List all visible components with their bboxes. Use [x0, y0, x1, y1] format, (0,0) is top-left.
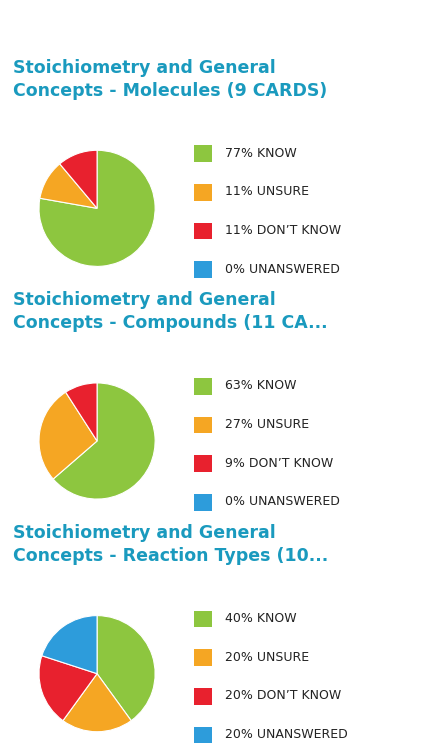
Text: 77% KNOW: 77% KNOW [225, 147, 297, 160]
Wedge shape [97, 616, 155, 721]
FancyBboxPatch shape [194, 727, 212, 743]
Text: 20% UNANSWERED: 20% UNANSWERED [225, 728, 348, 741]
FancyBboxPatch shape [194, 494, 212, 511]
FancyBboxPatch shape [194, 416, 212, 434]
FancyBboxPatch shape [194, 378, 212, 394]
FancyBboxPatch shape [194, 688, 212, 705]
FancyBboxPatch shape [194, 223, 212, 239]
Text: 9% DON’T KNOW: 9% DON’T KNOW [225, 457, 334, 470]
Wedge shape [66, 383, 97, 441]
Wedge shape [39, 656, 97, 721]
Text: Stoichiometry and General
Concepts - Compounds (11 CA...: Stoichiometry and General Concepts - Com… [13, 291, 327, 332]
Text: 63% KNOW: 63% KNOW [225, 380, 297, 392]
Text: 0% UNANSWERED: 0% UNANSWERED [225, 496, 340, 508]
FancyBboxPatch shape [194, 455, 212, 472]
Text: 11% DON’T KNOW: 11% DON’T KNOW [225, 224, 341, 237]
Text: 20% UNSURE: 20% UNSURE [225, 651, 309, 664]
FancyBboxPatch shape [194, 146, 212, 162]
FancyBboxPatch shape [194, 184, 212, 201]
Text: 20% DON’T KNOW: 20% DON’T KNOW [225, 689, 342, 703]
Wedge shape [63, 674, 131, 732]
Text: 11% UNSURE: 11% UNSURE [225, 185, 309, 199]
Wedge shape [60, 150, 97, 208]
Wedge shape [42, 616, 97, 674]
Wedge shape [40, 164, 97, 209]
Wedge shape [39, 392, 97, 479]
Text: Stoichiometry and General
Concepts - Molecules (9 CARDS): Stoichiometry and General Concepts - Mol… [13, 58, 327, 100]
Text: 0% UNANSWERED: 0% UNANSWERED [225, 262, 340, 276]
Text: 27% UNSURE: 27% UNSURE [225, 418, 309, 431]
Text: Stoichiometry and General
Concepts - Reaction Types (10...: Stoichiometry and General Concepts - Rea… [13, 524, 328, 565]
Text: 40% KNOW: 40% KNOW [225, 612, 297, 625]
Wedge shape [39, 150, 155, 266]
FancyBboxPatch shape [194, 610, 212, 627]
FancyBboxPatch shape [194, 261, 212, 278]
Text: Statistics: Statistics [149, 13, 273, 37]
Wedge shape [53, 383, 155, 499]
FancyBboxPatch shape [194, 650, 212, 666]
